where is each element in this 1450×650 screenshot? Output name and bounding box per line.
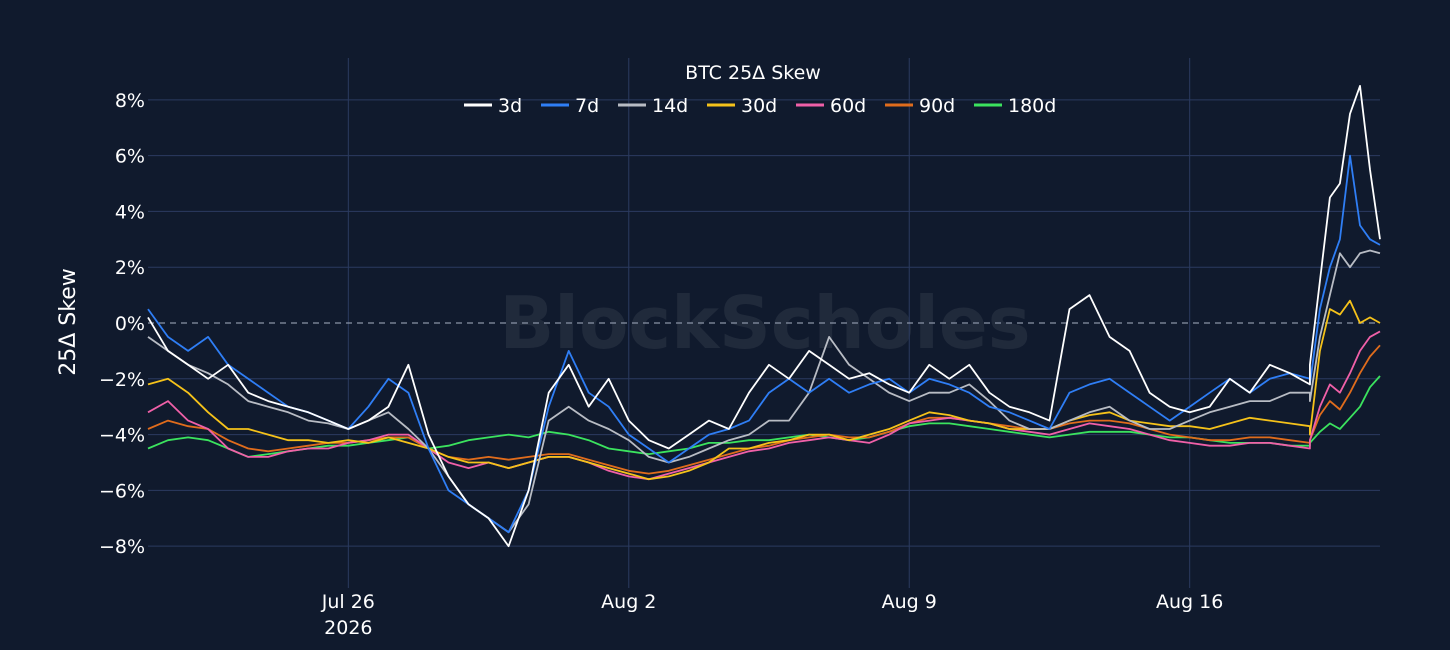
legend-label: 60d	[830, 95, 866, 117]
y-tick-label: 0%	[115, 313, 145, 335]
x-tick-label: Aug 2	[601, 591, 656, 613]
y-tick-label: −4%	[99, 425, 145, 447]
y-tick-label: 8%	[115, 90, 145, 112]
legend-item-7d[interactable]: 7d	[541, 95, 599, 117]
legend-item-90d[interactable]: 90d	[885, 95, 955, 117]
legend-label: 3d	[498, 95, 522, 117]
y-tick-label: −8%	[99, 536, 145, 558]
legend-item-30d[interactable]: 30d	[707, 95, 777, 117]
legend-item-60d[interactable]: 60d	[796, 95, 866, 117]
legend-label: 30d	[741, 95, 777, 117]
legend-label: 14d	[652, 95, 688, 117]
y-tick-label: −6%	[99, 480, 145, 502]
x-tick-label: Jul 26	[321, 591, 375, 613]
x-tick-label: Aug 9	[882, 591, 937, 613]
legend-label: 180d	[1008, 95, 1056, 117]
y-tick-label: 4%	[115, 201, 145, 223]
legend-item-180d[interactable]: 180d	[974, 95, 1056, 117]
x-tick-label: Aug 16	[1156, 591, 1223, 613]
y-tick-label: 6%	[115, 146, 145, 168]
y-axis-label: 25Δ Skew	[56, 268, 81, 376]
y-axis-ticks: −8% −6% −4% −2% 0% 2% 4% 6% 8%	[99, 90, 145, 558]
legend-item-3d[interactable]: 3d	[464, 95, 522, 117]
legend-label: 7d	[575, 95, 599, 117]
series-line-30d	[147, 299, 1381, 481]
series-line-60d	[147, 330, 1381, 481]
chart-title: BTC 25Δ Skew	[685, 62, 821, 84]
legend-item-14d[interactable]: 14d	[618, 95, 688, 117]
x-axis-ticks: Jul 26 2026 Aug 2 Aug 9 Aug 16	[321, 591, 1224, 639]
y-tick-label: 2%	[115, 257, 145, 279]
legend: 3d 7d 14d 30d 60d 90d 180d	[464, 95, 1056, 117]
x-tick-sublabel: 2026	[324, 617, 372, 639]
series-line-3d	[147, 85, 1381, 548]
legend-label: 90d	[919, 95, 955, 117]
y-tick-label: −2%	[99, 369, 145, 391]
series-lines	[147, 85, 1381, 548]
